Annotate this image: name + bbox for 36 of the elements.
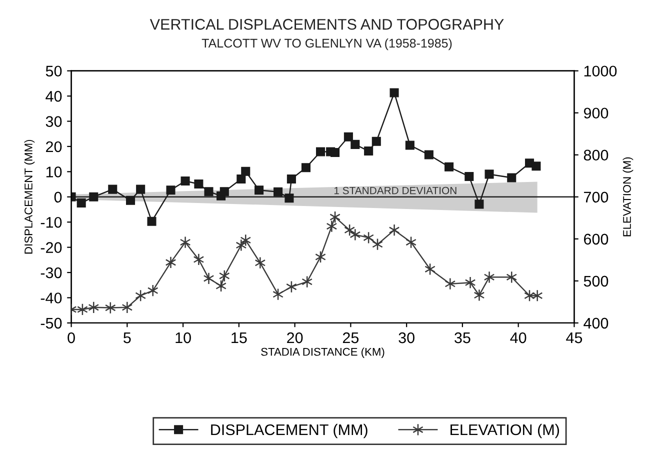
chart-subtitle: TALCOTT WV TO GLENLYN VA (1958-1985) — [202, 38, 452, 50]
y-tick-label: 0 — [54, 192, 62, 203]
x-tick-label: 45 — [566, 332, 582, 344]
y2-tick-label: 500 — [584, 276, 608, 287]
legend-label: ELEVATION (M) — [450, 424, 559, 438]
x-tick-label: 15 — [232, 332, 247, 344]
x-tick-label: 30 — [398, 332, 414, 344]
y-axis-title: DISPLACEMENT (MM) — [24, 140, 35, 254]
x-tick-label: 10 — [176, 332, 191, 344]
y2-tick-label: 600 — [584, 234, 608, 245]
chart-title: VERTICAL DISPLACEMENTS AND TOPOGRAPHY — [150, 18, 504, 30]
x-tick-label: 40 — [510, 332, 526, 344]
y-tick-label: -50 — [40, 318, 62, 329]
y-tick-label: 40 — [46, 90, 62, 102]
y-tick-label: 50 — [46, 66, 62, 77]
y-tick-label: 30 — [46, 116, 62, 127]
y2-tick-label: 700 — [584, 192, 608, 203]
x-tick-label: 25 — [342, 332, 359, 344]
x-axis-title: STADIA DISTANCE (KM) — [261, 348, 384, 358]
legend-label: DISPLACEMENT (MM) — [211, 424, 368, 438]
y-tick-label: -30 — [40, 267, 62, 278]
y-tick-label: -20 — [40, 242, 62, 253]
y-tick-label: 10 — [46, 166, 62, 178]
y2-tick-label: 800 — [584, 150, 608, 161]
x-tick-label: 5 — [124, 332, 131, 344]
x-tick-label: 35 — [454, 332, 470, 344]
x-tick-label: 0 — [68, 332, 75, 344]
y2-tick-label: 900 — [584, 108, 608, 119]
y2-tick-label: 400 — [584, 318, 608, 329]
y-tick-label: 20 — [46, 141, 62, 152]
y2-axis-title: ELEVATION (M) — [622, 157, 634, 236]
series-label: 1 STANDARD DEVIATION — [334, 186, 456, 194]
y-tick-label: -40 — [40, 292, 62, 304]
x-tick-label: 20 — [287, 332, 303, 344]
y-tick-label: -10 — [40, 216, 62, 228]
y2-tick-label: 1000 — [584, 66, 617, 77]
